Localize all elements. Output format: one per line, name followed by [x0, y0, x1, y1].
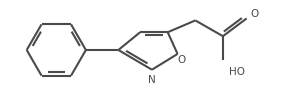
Text: N: N	[148, 75, 156, 85]
Text: HO: HO	[229, 67, 245, 77]
Text: O: O	[177, 55, 186, 65]
Text: O: O	[250, 10, 259, 20]
